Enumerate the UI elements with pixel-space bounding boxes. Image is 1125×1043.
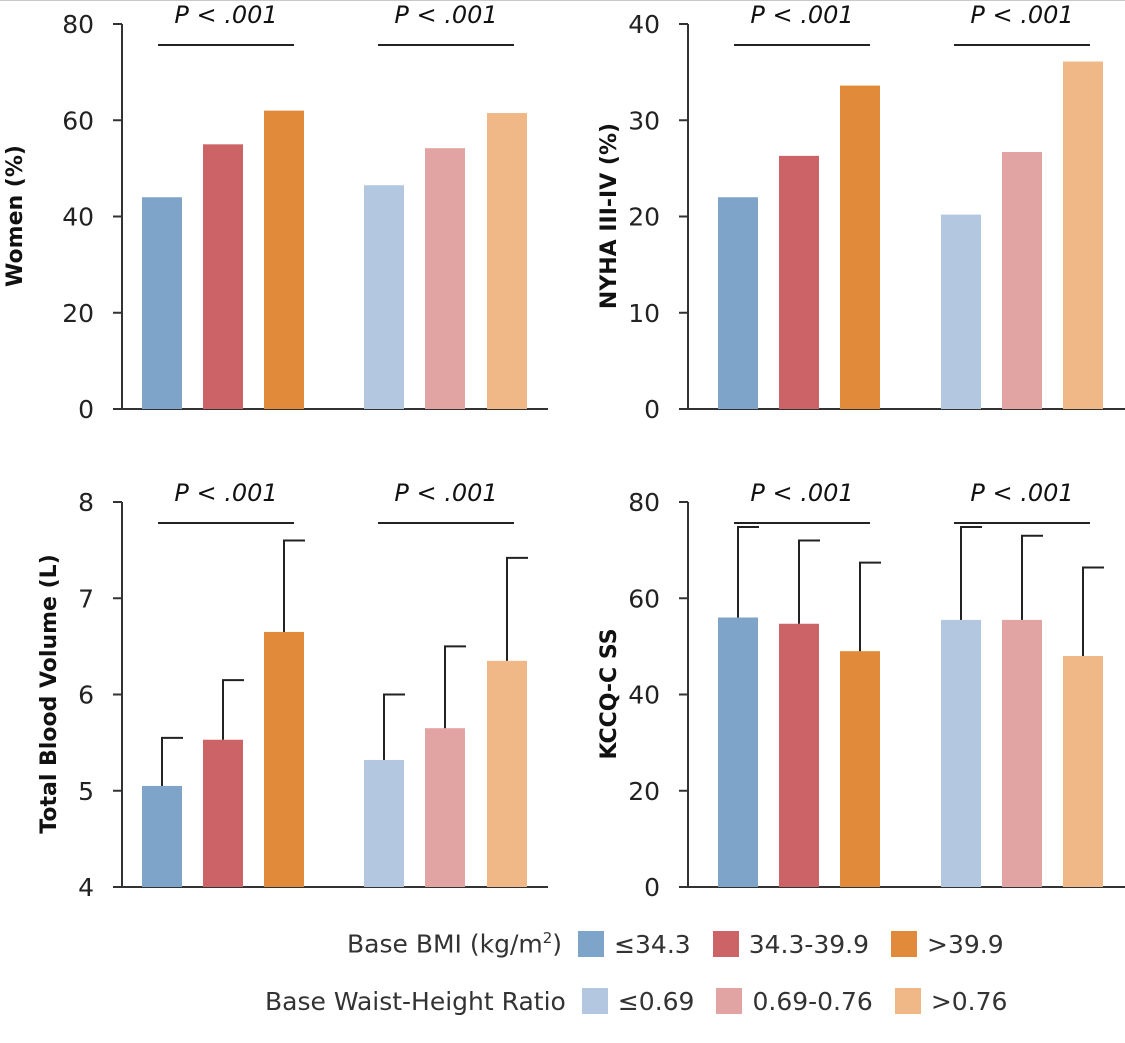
bar: Base BMI 34.3-39.9: 26.3 <box>779 155 819 409</box>
p-value-label: P < .001 <box>394 1 497 29</box>
bar: Base BMI >39.9: 33.6 <box>840 85 880 409</box>
legend-row-whr: Base Waist-Height Ratio ≤0.69 0.69-0.76 … <box>265 981 1029 1021</box>
p-value-label: P < .001 <box>174 479 277 507</box>
y-tick-label: 80 <box>62 10 94 39</box>
legend-swatch-bmi-high <box>891 931 918 957</box>
bar: Base BMI >39.9: 62 <box>264 110 304 409</box>
bar: Base BMI 34.3-39.9: 55 <box>203 144 243 409</box>
legend-swatch-whr-low <box>581 988 608 1014</box>
legend-bmi-label: Base BMI (kg/m2) <box>347 929 563 959</box>
chart-panel-2: 0 10 20 30 40 NYHA III-IV (%) P < .001 Base BMI… <box>597 1 1125 424</box>
legend-row-bmi: Base BMI (kg/m2) ≤34.3 34.3-39.9 >39.9 <box>347 924 1026 964</box>
y-tick-label: 60 <box>628 584 660 613</box>
legend-swatch-bmi-mid <box>712 931 739 957</box>
bar: Base Waist-Height Ratio 0.69-0.76: 26.7 <box>1002 152 1042 409</box>
legend-item-bmi-mid: 34.3-39.9 <box>712 930 869 959</box>
y-tick-label: 20 <box>628 203 660 232</box>
y-tick-label: 30 <box>628 106 660 135</box>
y-tick-label: 80 <box>628 488 660 517</box>
bar: Base Waist-Height Ratio >0.76: 48 <box>1063 656 1103 887</box>
bar: Base BMI ≤34.3: 5.05 <box>142 785 182 887</box>
y-tick-label: 20 <box>628 777 660 806</box>
legend-swatch-whr-mid <box>716 988 743 1014</box>
legend-item-whr-low: ≤0.69 <box>581 987 694 1016</box>
bar: Base BMI >39.9: 6.65 <box>264 631 304 887</box>
y-axis-label: NYHA III-IV (%) <box>597 123 622 309</box>
bar: Base Waist-Height Ratio ≤0.69: 55.5 <box>941 619 981 887</box>
p-value-label: P < .001 <box>750 479 853 507</box>
bar: Base BMI ≤34.3: 44 <box>142 197 182 409</box>
y-tick-label: 0 <box>644 873 660 902</box>
y-axis-label: KCCQ-C SS <box>597 628 622 759</box>
y-tick-label: 20 <box>62 299 94 328</box>
chart-panel-4: 0 20 40 60 80 KCCQ-C SS P < .001 Base BMI ≤34.3… <box>597 479 1125 902</box>
bar: Base BMI ≤34.3: 22 <box>718 197 758 409</box>
legend-item-bmi-high: >39.9 <box>891 930 1004 959</box>
top-border <box>0 0 1125 4</box>
y-tick-label: 6 <box>78 681 94 710</box>
y-axis-label: Women (%) <box>3 145 28 287</box>
p-value-label: P < .001 <box>174 1 277 29</box>
y-tick-label: 8 <box>78 488 94 517</box>
p-value-label: P < .001 <box>394 479 497 507</box>
bar: Base BMI 34.3-39.9: 5.53 <box>203 739 243 887</box>
bar: Base Waist-Height Ratio 0.69-0.76: 5.65 <box>425 728 465 887</box>
bar: Base Waist-Height Ratio ≤0.69: 5.32 <box>364 759 404 887</box>
legend-whr-label: Base Waist-Height Ratio <box>265 986 566 1016</box>
bar: Base BMI >39.9: 49 <box>840 651 880 887</box>
bar: Base Waist-Height Ratio >0.76: 61.5 <box>487 113 527 409</box>
y-tick-label: 10 <box>628 299 660 328</box>
legend-item-bmi-low: ≤34.3 <box>578 930 691 959</box>
chart-panel-1: 0 20 40 60 80 Women (%) P < .001 Base BMI ≤34.3… <box>3 1 548 424</box>
bar: Base BMI ≤34.3: 56 <box>718 617 758 887</box>
bar: Base Waist-Height Ratio 0.69-0.76: 55.5 <box>1002 619 1042 887</box>
y-tick-label: 4 <box>78 873 94 902</box>
bar: Base Waist-Height Ratio >0.76: 36.1 <box>1063 61 1103 409</box>
y-tick-label: 5 <box>78 777 94 806</box>
p-value-label: P < .001 <box>970 479 1073 507</box>
p-value-label: P < .001 <box>750 1 853 29</box>
y-tick-label: 0 <box>644 395 660 424</box>
legend-swatch-bmi-low <box>578 931 605 957</box>
legend-item-whr-high: >0.76 <box>894 987 1007 1016</box>
chart-panel-3: 4 5 6 7 8 Total Blood Volume (L) P < .001 Base … <box>37 479 548 902</box>
y-axis-label: Total Blood Volume (L) <box>37 554 62 833</box>
bar: Base BMI 34.3-39.9: 54.7 <box>779 623 819 887</box>
bar: Base Waist-Height Ratio >0.76: 6.35 <box>487 660 527 887</box>
legend-swatch-whr-high <box>894 988 921 1014</box>
p-value-label: P < .001 <box>970 1 1073 29</box>
bar: Base Waist-Height Ratio 0.69-0.76: 54.2 <box>425 148 465 409</box>
y-tick-label: 40 <box>628 10 660 39</box>
y-tick-label: 7 <box>78 584 94 613</box>
y-tick-label: 0 <box>78 395 94 424</box>
y-tick-label: 40 <box>628 681 660 710</box>
y-tick-label: 60 <box>62 106 94 135</box>
bar: Base Waist-Height Ratio ≤0.69: 20.2 <box>941 214 981 409</box>
y-tick-label: 40 <box>62 203 94 232</box>
bar: Base Waist-Height Ratio ≤0.69: 46.5 <box>364 185 404 409</box>
legend-item-whr-mid: 0.69-0.76 <box>716 987 873 1016</box>
